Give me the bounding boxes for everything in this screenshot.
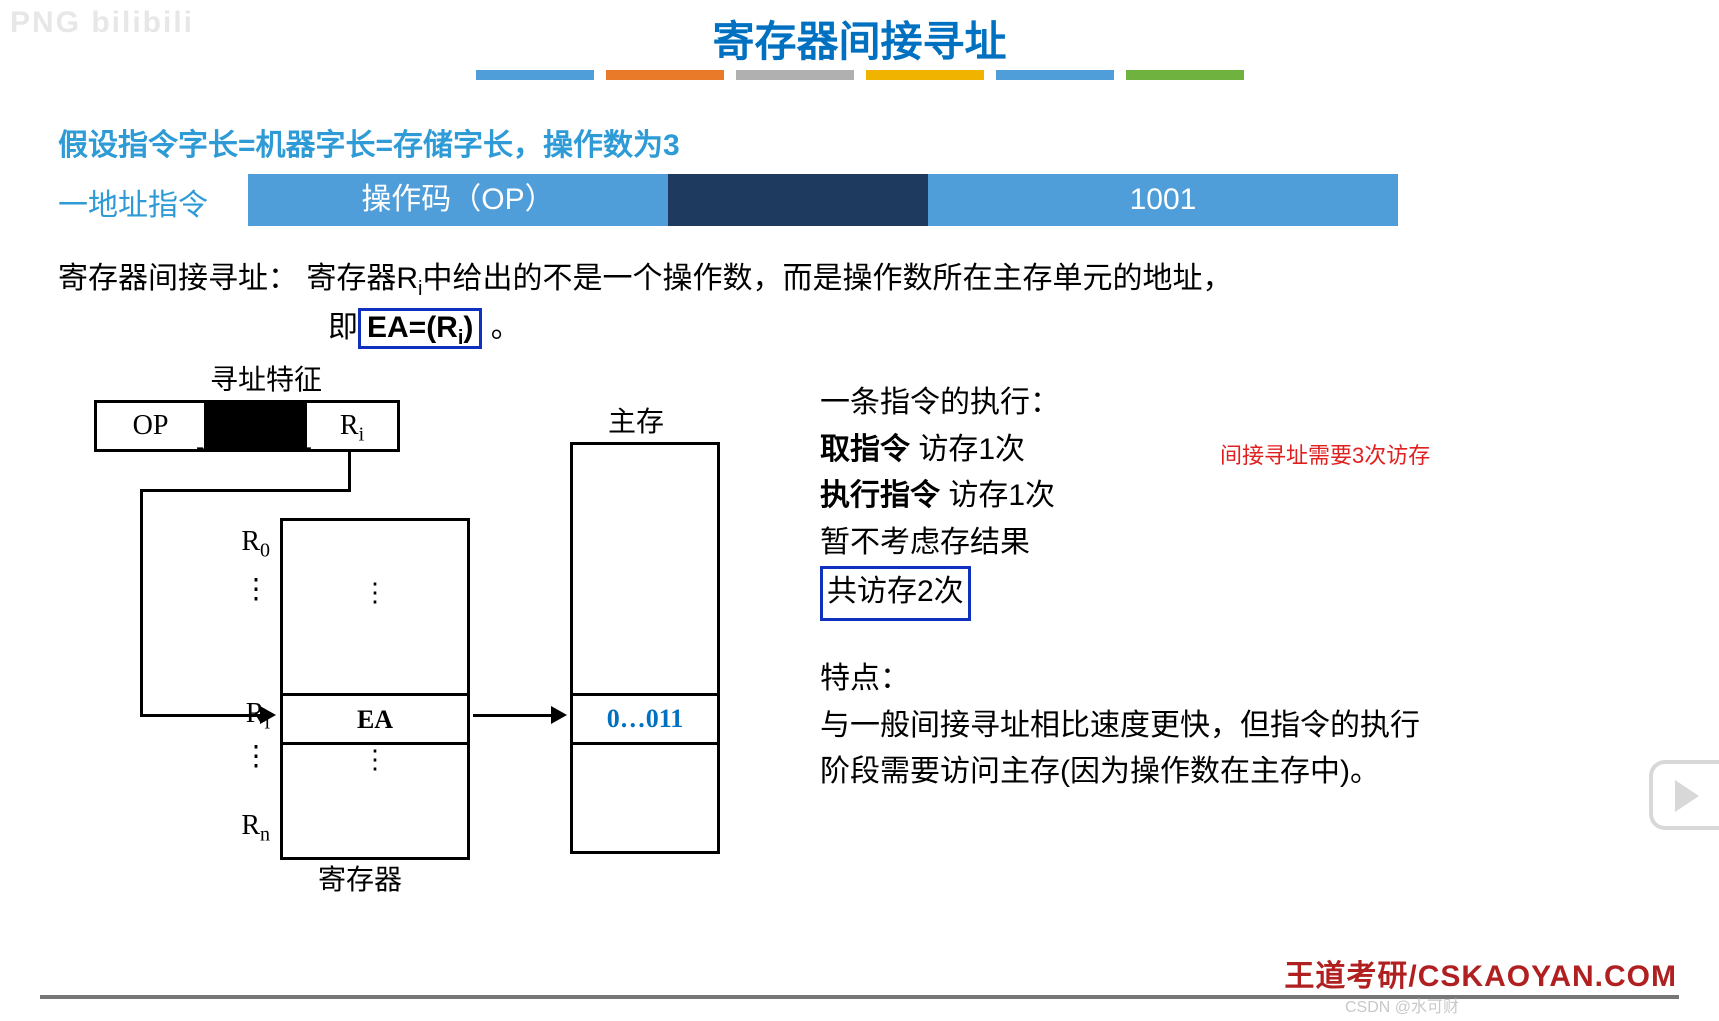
addressing-feature-label: 寻址特征	[210, 358, 322, 398]
arrow-ri-to-reg-v1	[348, 452, 351, 492]
sep-bar-5	[996, 70, 1114, 80]
ea-formula-box: EA=(Ri)	[358, 308, 482, 349]
description-text: 寄存器间接寻址： 寄存器Ri中给出的不是一个操作数，而是操作数所在主存单元的地址…	[58, 256, 1232, 354]
register-title: 寄存器	[318, 858, 402, 898]
exec-exec-bold: 执行指令	[820, 479, 940, 512]
ea-end: )	[463, 311, 473, 344]
desc-body1-rest: 中给出的不是一个操作数，而是操作数所在主存单元的地址，	[422, 262, 1232, 295]
instruction-box: 操作码（OP） 1001	[248, 174, 1398, 226]
ea-formula: EA=(R	[367, 311, 458, 344]
reg-dots1: ⋮	[283, 573, 467, 693]
desc-line2-pre: 即	[328, 311, 358, 344]
reg-dots2: ⋮	[283, 745, 467, 805]
exec-total-box: 共访存2次	[820, 566, 971, 621]
arrow-ri-to-reg-v2	[140, 489, 143, 716]
execution-steps: 一条指令的执行： 取指令 访存1次 执行指令 访存1次 暂不考虑存结果 共访存2…	[820, 380, 1420, 621]
reg-r0-cell	[283, 521, 467, 573]
features-body: 与一般间接寻址相比速度更快，但指令的执行阶段需要访问主存(因为操作数在主存中)。	[820, 703, 1440, 796]
opcode-cell: 操作码（OP）	[248, 174, 668, 226]
footer-brand: 王道考研/CSKAOYAN.COM	[1284, 951, 1677, 995]
exec-header: 一条指令的执行：	[820, 380, 1420, 427]
exec-ignore: 暂不考虑存结果	[820, 520, 1420, 567]
register-labels: R0 ⋮ Ri ⋮ Rn	[222, 518, 270, 854]
exec-fetch-bold: 取指令	[820, 433, 910, 466]
label-rn: Rn	[222, 802, 270, 854]
desc-body1: 寄存器R	[306, 262, 418, 295]
reg-ri-ea-cell: EA	[283, 693, 467, 745]
desc-line2-post: 。	[482, 311, 520, 344]
features-text: 特点： 与一般间接寻址相比速度更快，但指令的执行阶段需要访问主存(因为操作数在主…	[820, 656, 1440, 796]
arrow-ea-to-mem-head	[551, 706, 567, 724]
label-dots1: ⋮	[222, 570, 270, 690]
label-dots2: ⋮	[222, 742, 270, 802]
arrow-ri-to-reg-h1	[140, 489, 351, 492]
arrow-ea-to-mem	[473, 714, 551, 717]
red-annotation: 间接寻址需要3次访存	[1220, 438, 1430, 470]
register-column: ⋮ EA ⋮	[280, 518, 470, 860]
memory-value-cell: 0…011	[573, 693, 717, 745]
assumption-text: 假设指令字长=机器字长=存储字长，操作数为3	[58, 120, 680, 164]
sep-bar-1	[476, 70, 594, 80]
memory-title: 主存	[608, 400, 664, 440]
page-title: 寄存器间接寻址	[0, 8, 1719, 69]
label-ri: Ri	[222, 690, 270, 742]
operand-cell: 1001	[928, 174, 1398, 226]
memory-column: 0…011	[570, 442, 720, 854]
features-header: 特点：	[820, 656, 1440, 703]
exec-fetch-rest: 访存1次	[910, 433, 1025, 466]
sep-bar-3	[736, 70, 854, 80]
label-r0: R0	[222, 518, 270, 570]
reg-rn-cell	[283, 805, 467, 857]
format-op: OP	[97, 403, 207, 449]
format-mode-blackbox	[207, 403, 307, 449]
addressing-diagram: 寻址特征 OP Ri ︸ R0 ⋮ Ri ⋮ Rn ⋮ EA ⋮ 寄存器	[70, 358, 720, 908]
sep-bar-6	[1126, 70, 1244, 80]
brace-icon: ︸	[4, 454, 504, 461]
instruction-type-label: 一地址指令	[58, 180, 208, 224]
instruction-format-row: OP Ri	[94, 400, 400, 452]
mode-cell	[668, 174, 928, 226]
desc-prefix: 寄存器间接寻址：	[58, 262, 298, 295]
title-separator	[0, 70, 1719, 80]
csdn-watermark: CSDN @水可财	[1345, 993, 1459, 1017]
sep-bar-2	[606, 70, 724, 80]
sep-bar-4	[866, 70, 984, 80]
format-ri: Ri	[307, 403, 397, 449]
exec-exec-rest: 访存1次	[940, 479, 1055, 512]
play-icon[interactable]	[1649, 760, 1719, 830]
